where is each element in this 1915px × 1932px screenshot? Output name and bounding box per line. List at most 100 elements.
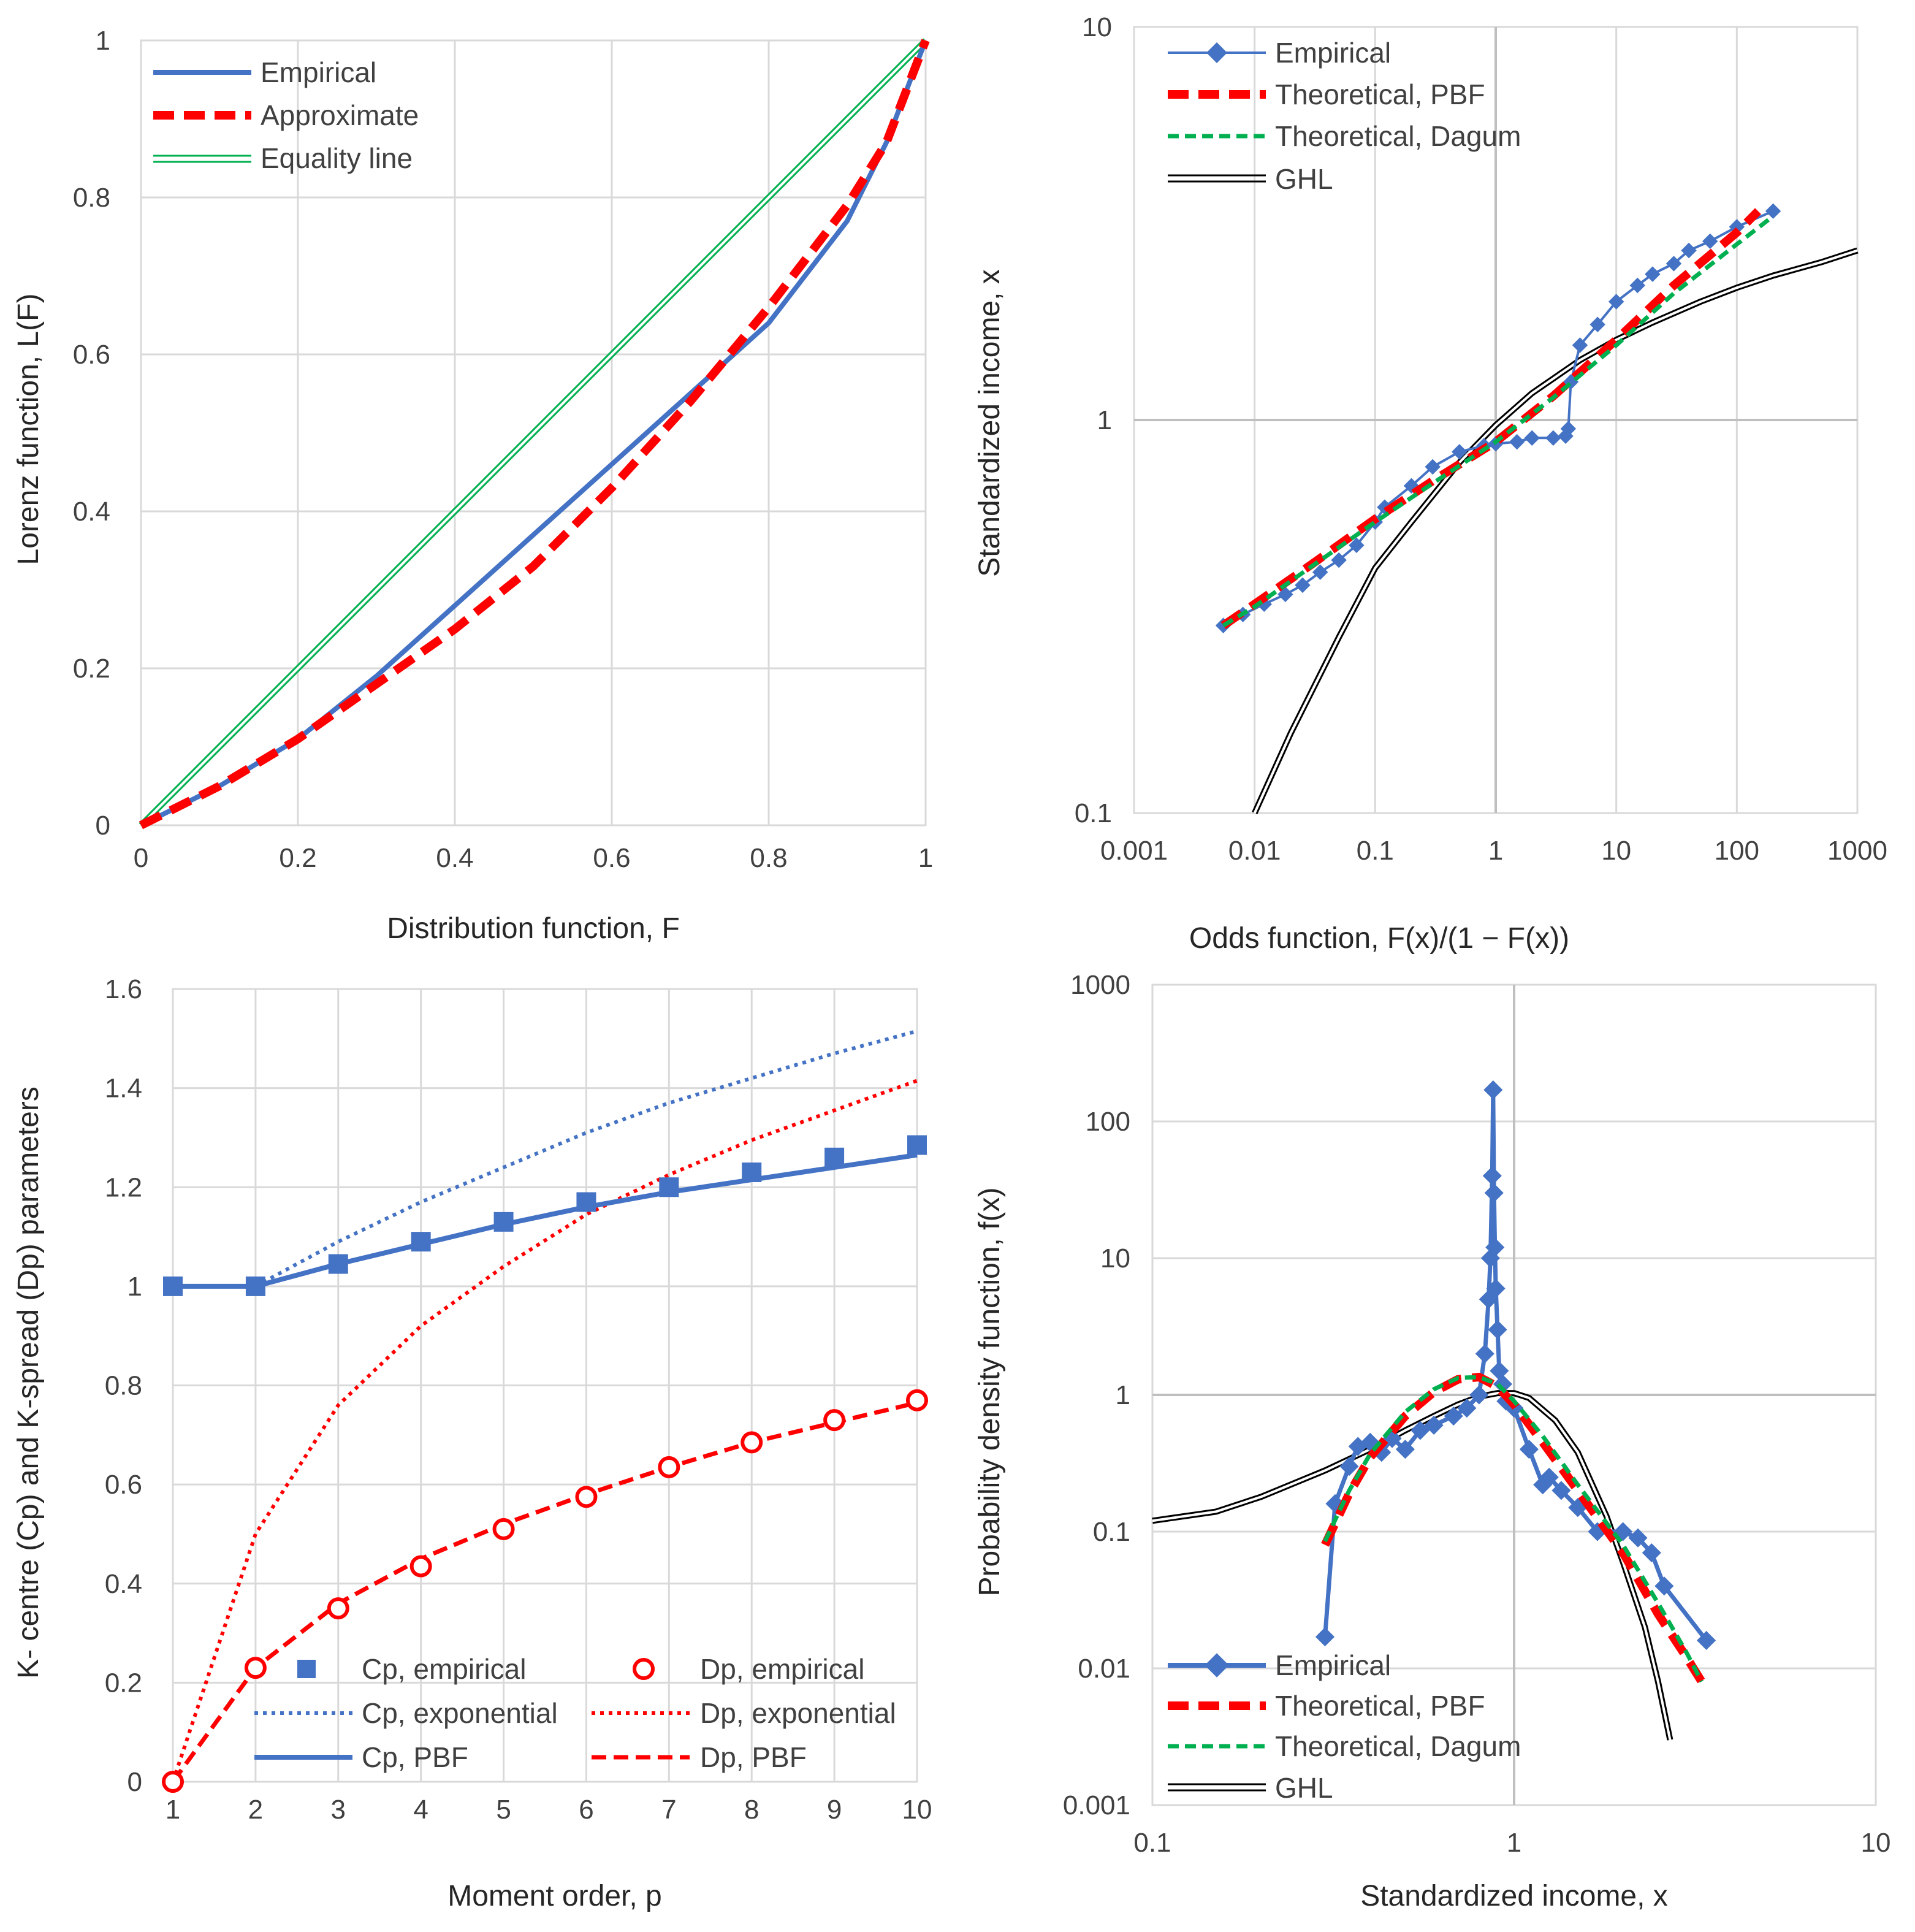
empirical-point — [1483, 1080, 1503, 1100]
empirical-point — [1765, 203, 1781, 220]
cp-empirical-point — [742, 1163, 762, 1183]
pdf-tick-labels: 0.1 1 10 0.001 0.01 0.1 1 10 100 1000 — [1063, 970, 1891, 1858]
x-tick-label: 4 — [413, 1795, 428, 1825]
legend-label-empirical: Empirical — [1275, 1649, 1391, 1681]
empirical-point — [1469, 1385, 1489, 1405]
x-tick-label: 1 — [1488, 836, 1503, 866]
lorenz-legend: Empirical Approximate Equality line — [153, 56, 419, 174]
legend-label-dagum: Theoretical, Dagum — [1275, 1730, 1521, 1762]
x-tick-label: 9 — [827, 1795, 842, 1825]
y-tick-label: 0.1 — [1093, 1517, 1130, 1547]
pdf-chart: 0.1 1 10 0.001 0.01 0.1 1 10 100 1000 Standardize… — [973, 970, 1890, 1912]
kparams-legend: Cp, empirical Dp, empirical Cp, exponent… — [254, 1653, 896, 1773]
x-tick-label: 100 — [1715, 836, 1759, 866]
y-tick-label: 1 — [128, 1272, 142, 1302]
empirical-point — [1490, 1361, 1509, 1381]
y-tick-label: 0.8 — [105, 1371, 142, 1401]
cp-empirical-point — [411, 1232, 431, 1252]
cp-empirical-point — [245, 1276, 265, 1296]
empirical-point — [1697, 1630, 1716, 1651]
series-theoretical-dagum — [1323, 1375, 1704, 1683]
x-tick-label: 3 — [331, 1795, 346, 1825]
empirical-point — [1702, 233, 1718, 250]
y-tick-label: 0.6 — [73, 340, 110, 370]
empirical-point — [1395, 1440, 1415, 1459]
legend-label-ghl: GHL — [1275, 1772, 1333, 1804]
y-tick-label: 0.1 — [1075, 798, 1112, 828]
x-tick-label: 1000 — [1827, 836, 1887, 866]
dp-empirical-point — [409, 1555, 432, 1578]
legend-label-dagum: Theoretical, Dagum — [1275, 120, 1521, 152]
odds-chart: 0.001 0.01 0.1 1 10 100 1000 0.1 1 10 Odds functi… — [973, 12, 1887, 955]
empirical-point — [1424, 1415, 1444, 1435]
plot-frame — [172, 988, 918, 1783]
legend-label-dp-pbf: Dp, PBF — [700, 1741, 807, 1773]
lorenz-xlabel: Distribution function, F — [387, 912, 680, 945]
legend-label-cp-exponential: Cp, exponential — [362, 1697, 558, 1729]
empirical-point — [1551, 1481, 1571, 1500]
y-tick-label: 0.2 — [73, 654, 110, 684]
x-tick-label: 0.1 — [1357, 836, 1394, 866]
series-theoretical-pbf — [1220, 208, 1761, 629]
y-tick-label: 1.2 — [105, 1172, 142, 1202]
x-tick-label: 7 — [661, 1795, 676, 1825]
empirical-point — [1339, 1457, 1359, 1476]
dp-empirical-point — [823, 1409, 846, 1432]
x-tick-label: 0.2 — [279, 843, 316, 873]
legend-label-equality: Equality line — [261, 142, 413, 174]
legend-label-cp-empirical: Cp, empirical — [362, 1653, 526, 1685]
empirical-point — [1628, 1528, 1648, 1548]
x-tick-label: 0.6 — [593, 843, 630, 873]
empirical-point — [1524, 430, 1540, 446]
empirical-point — [1509, 433, 1525, 450]
legend-label-empirical: Empirical — [1275, 37, 1391, 69]
y-tick-label: 1 — [1116, 1380, 1130, 1410]
empirical-point — [1493, 1374, 1512, 1394]
series-equality-line-core — [140, 39, 927, 827]
legend-marker-cp-empirical — [297, 1660, 316, 1678]
y-tick-label: 1.4 — [105, 1074, 142, 1104]
odds-tick-labels: 0.001 0.01 0.1 1 10 100 1000 0.1 1 10 — [1075, 12, 1887, 866]
x-tick-label: 1 — [918, 843, 933, 873]
series-theoretical-dagum — [1222, 214, 1775, 628]
series-ghl-core — [1152, 1392, 1672, 1741]
odds-series — [1215, 203, 1859, 815]
empirical-point — [1654, 1576, 1674, 1596]
x-tick-label: 0.4 — [436, 843, 473, 873]
x-tick-label: 10 — [1861, 1828, 1891, 1858]
dp-empirical-point — [492, 1518, 515, 1540]
empirical-point — [1484, 1183, 1504, 1203]
empirical-point — [1488, 1320, 1507, 1340]
empirical-point — [1545, 430, 1561, 446]
legend-label-pbf: Theoretical, PBF — [1275, 1690, 1485, 1722]
kparams-gridlines — [172, 988, 918, 1783]
dp-empirical-point — [658, 1456, 680, 1478]
cp-empirical-point — [576, 1192, 596, 1212]
y-tick-label: 0.8 — [73, 183, 110, 213]
empirical-point — [1485, 1237, 1505, 1257]
kparams-xlabel: Moment order, p — [447, 1880, 662, 1912]
series-theoretical-pbf — [1321, 1372, 1705, 1684]
series-dp-pbf — [171, 1400, 918, 1784]
cp-empirical-point — [659, 1177, 679, 1197]
legend-marker-empirical — [1205, 1653, 1229, 1678]
empirical-point — [1482, 1166, 1502, 1186]
y-tick-label: 100 — [1086, 1107, 1130, 1137]
cp-empirical-point — [824, 1147, 845, 1167]
x-tick-label: 1 — [1507, 1828, 1521, 1858]
y-tick-label: 1 — [1097, 405, 1112, 435]
cp-empirical-point — [328, 1254, 348, 1274]
series-ghl — [1252, 247, 1859, 815]
legend-label-cp-pbf: Cp, PBF — [362, 1741, 468, 1773]
x-tick-label: 0.01 — [1228, 836, 1281, 866]
empirical-point — [1444, 1406, 1463, 1426]
pdf-xlabel: Standardized income, x — [1360, 1880, 1668, 1912]
y-tick-label: 0.2 — [105, 1668, 142, 1698]
pdf-ylabel: Probability density function, f(x) — [973, 1188, 1006, 1597]
empirical-point — [1519, 1440, 1539, 1459]
lorenz-chart: 0 0.2 0.4 0.6 0.8 1 0 0.2 0.4 0.6 0.8 1 Distributio… — [12, 26, 933, 945]
dp-empirical-point — [244, 1657, 267, 1679]
y-tick-label: 1 — [96, 26, 110, 56]
